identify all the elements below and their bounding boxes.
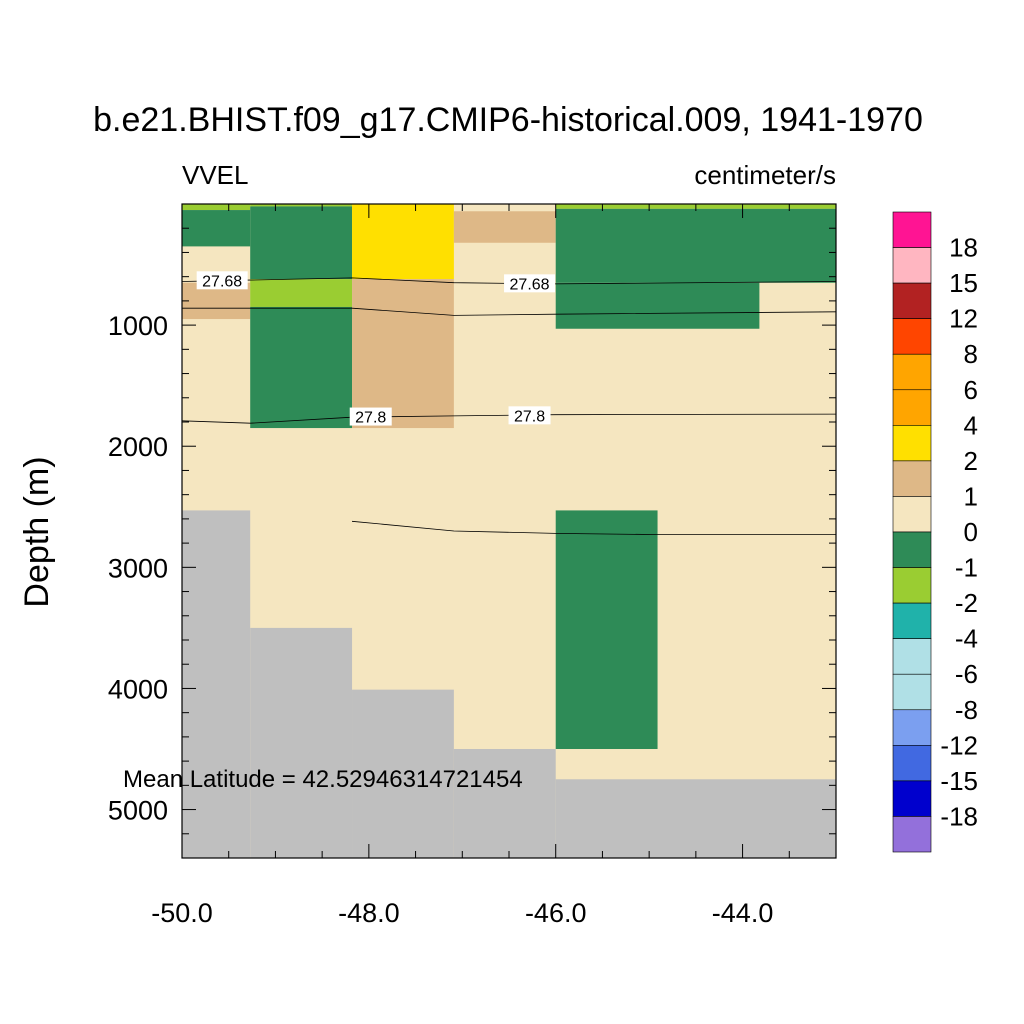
colorbar-label: 8 — [964, 339, 978, 369]
land-cell — [555, 779, 836, 858]
colorbar-box — [892, 211, 932, 248]
contour-line — [181, 277, 837, 285]
colorbar-label: 18 — [949, 233, 978, 263]
field-cell — [555, 282, 760, 329]
y-tick-label: 1000 — [108, 311, 168, 341]
colorbar-box — [892, 282, 932, 319]
y-tick-label: 2000 — [108, 432, 168, 462]
colorbar-label: -12 — [940, 730, 978, 760]
colorbar-box — [892, 425, 932, 462]
colorbar-box — [892, 496, 932, 533]
colorbar-label: -8 — [955, 695, 978, 725]
contour-label: 27.8 — [514, 408, 545, 425]
contour-label-box — [508, 406, 551, 425]
contour-label: 27.68 — [510, 276, 550, 293]
field-cell — [555, 510, 658, 749]
colorbar-box — [892, 531, 932, 568]
colorbar-label: -2 — [955, 588, 978, 618]
colorbar-label: -6 — [955, 659, 978, 689]
colorbar-box — [892, 318, 932, 355]
field-cell — [352, 204, 454, 280]
field-cell — [250, 279, 353, 307]
field-cell — [352, 279, 454, 429]
colorbar-box — [892, 353, 932, 391]
x-tick-label: -44.0 — [712, 898, 774, 928]
colorbar-box — [892, 745, 932, 782]
colorbar-label: 6 — [964, 375, 978, 405]
contour-line — [351, 520, 836, 535]
land-cell — [352, 689, 454, 858]
field-cell — [250, 204, 353, 207]
colorbar-label: -18 — [940, 801, 978, 831]
colorbar-box — [892, 460, 932, 497]
mean-latitude-annotation: Mean Latitude = 42.52946314721454 — [123, 766, 523, 793]
colorbar: 18 15 12 8 6 4 2 1 0 -1 -2 -4 -6 -8 -12 -15 -18 — [892, 211, 978, 853]
land-cell — [453, 749, 556, 858]
colorbar-box — [892, 247, 932, 284]
colorbar-box — [892, 602, 932, 639]
x-tick-label: -50.0 — [151, 898, 213, 928]
field-cell — [250, 206, 353, 280]
contour-label-box — [196, 271, 248, 290]
variable-label: VVEL — [182, 160, 249, 190]
field-cell — [182, 210, 251, 247]
colorbar-label: 2 — [964, 446, 978, 476]
contour-label: 27.68 — [202, 273, 242, 290]
x-tick-label: -46.0 — [525, 898, 587, 928]
colorbar-box — [892, 816, 932, 853]
colorbar-label: -15 — [940, 766, 978, 796]
colorbar-label: 12 — [949, 304, 978, 334]
colorbar-box — [892, 567, 932, 604]
chart-title: b.e21.BHIST.f09_g17.CMIP6-historical.009… — [93, 101, 923, 139]
colorbar-box — [892, 638, 932, 675]
y-tick-label: 5000 — [108, 796, 168, 826]
colorbar-box — [892, 673, 932, 711]
contour-line — [181, 413, 837, 424]
contour-label-box — [349, 407, 392, 426]
colorbar-label: 4 — [964, 410, 978, 440]
colorbar-label: -1 — [955, 553, 978, 583]
colorbar-label: -4 — [955, 624, 978, 654]
colorbar-box — [892, 709, 932, 746]
field-cell — [250, 306, 353, 429]
plot-area: 27.68 27.68 27.8 27.8 -50.0 -48.0 -46.0 -44.0 10… — [108, 203, 837, 928]
colorbar-box — [892, 389, 932, 426]
field-cell — [555, 208, 836, 283]
y-tick-label: 4000 — [108, 674, 168, 704]
field-cell — [182, 204, 251, 211]
x-tick-label: -48.0 — [338, 898, 400, 928]
colorbar-label: 0 — [964, 517, 978, 547]
y-axis-label: Depth (m) — [18, 456, 56, 607]
contour-label-box — [504, 274, 556, 293]
field-cell — [453, 211, 556, 243]
contour-line — [182, 307, 837, 316]
contour-label: 27.8 — [355, 410, 386, 427]
colorbar-label: 15 — [949, 268, 978, 298]
y-tick-label: 3000 — [108, 553, 168, 583]
colorbar-box — [892, 780, 932, 817]
land-cell — [182, 510, 251, 858]
land-cell — [250, 627, 353, 858]
colorbar-label: 1 — [964, 481, 978, 511]
units-label: centimeter/s — [694, 160, 836, 190]
